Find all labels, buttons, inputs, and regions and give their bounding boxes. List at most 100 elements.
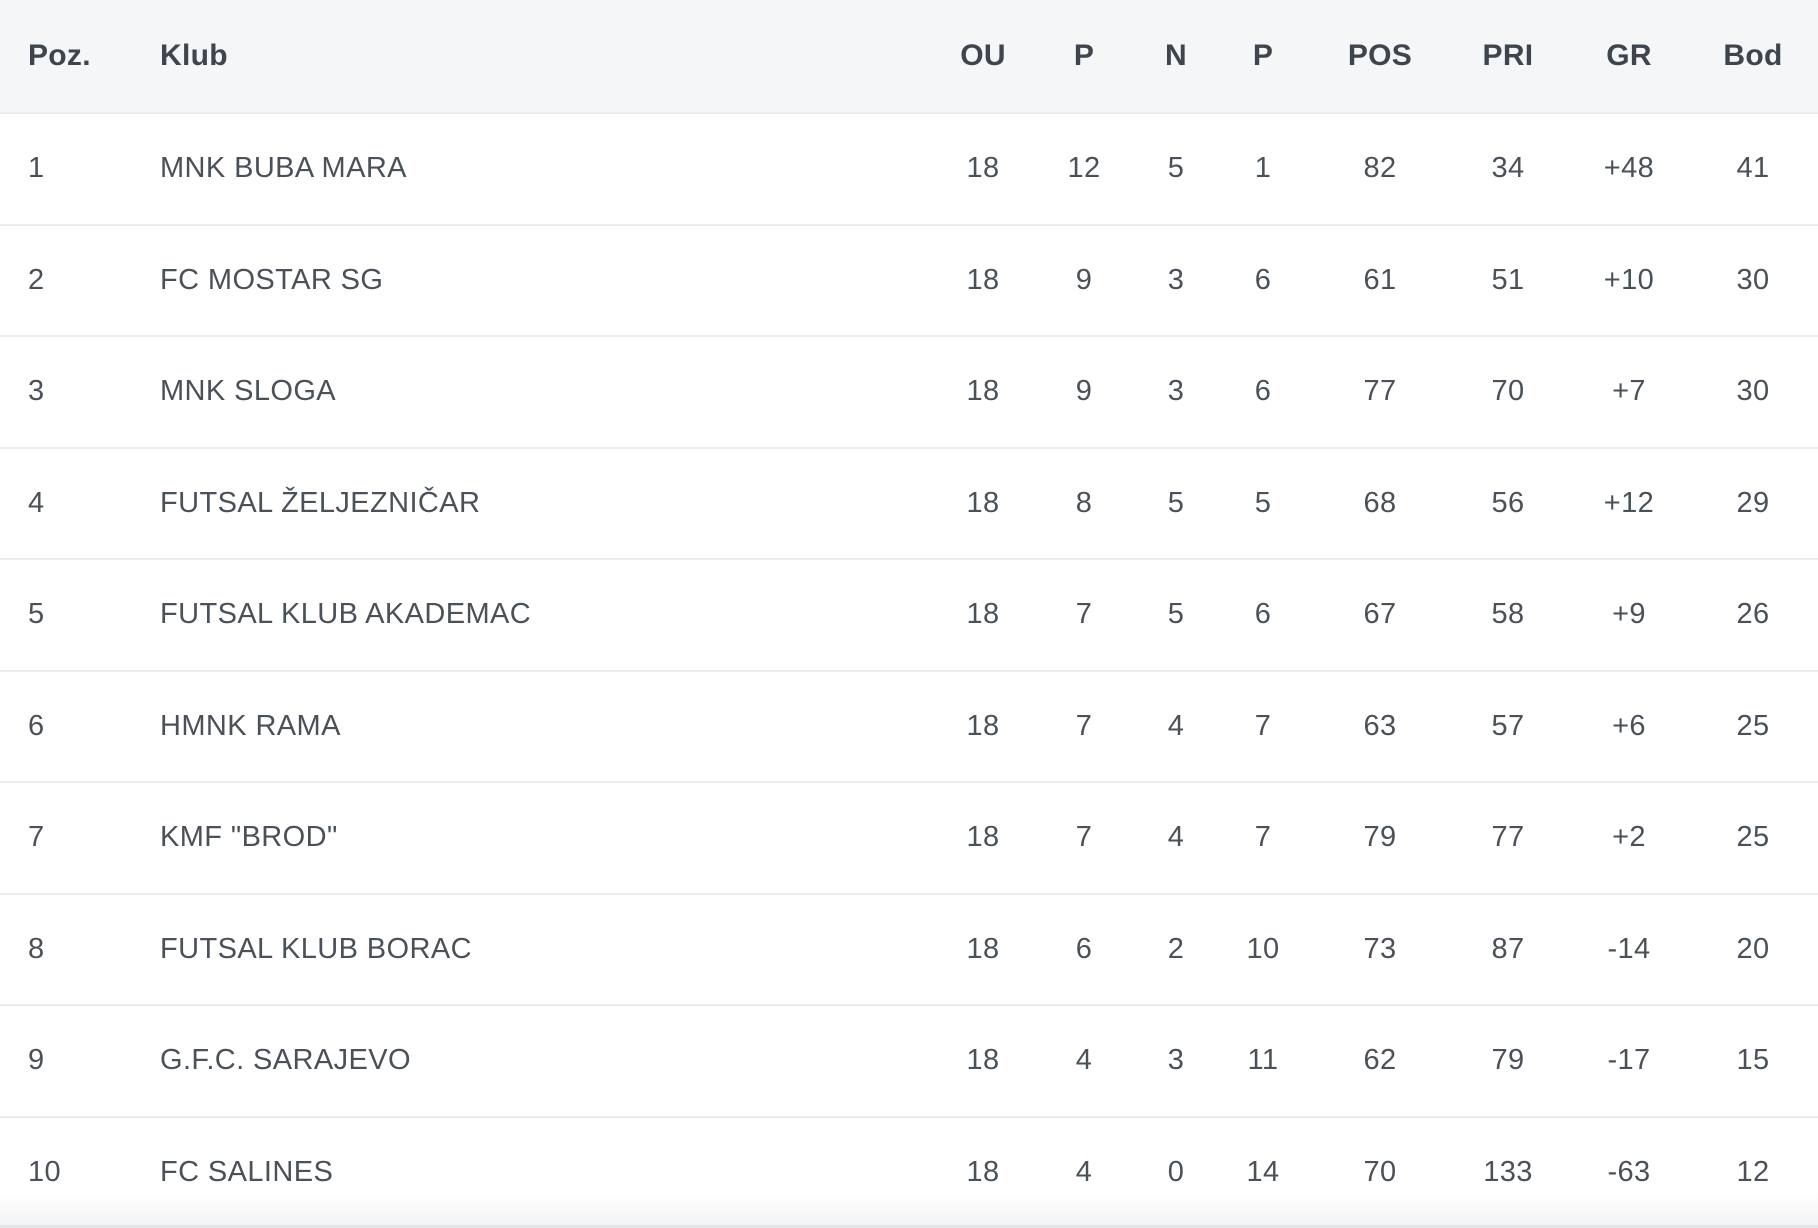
table-row: 9 G.F.C. SARAJEVO 18 4 3 11 62 79 -17 15 — [0, 1004, 1818, 1117]
cell-points: 20 — [1688, 892, 1818, 1005]
table-row: 8 FUTSAL KLUB BORAC 18 6 2 10 73 87 -14 … — [0, 892, 1818, 1005]
table-row: 5 FUTSAL KLUB AKADEMAC 18 7 5 6 67 58 +9… — [0, 558, 1818, 671]
col-header-wins: P — [1073, 39, 1095, 72]
cell-wins: 6 — [1028, 892, 1140, 1005]
col-header-draws: N — [1165, 39, 1187, 72]
cell-goals-for: 82 — [1314, 112, 1446, 225]
cell-position: 3 — [0, 335, 132, 448]
cell-wins: 12 — [1028, 112, 1140, 225]
cell-wins: 4 — [1028, 1004, 1140, 1117]
cell-goals-for: 70 — [1314, 1115, 1446, 1228]
cell-draws: 5 — [1140, 558, 1212, 671]
cell-club: FC SALINES — [132, 1115, 938, 1228]
cell-draws: 0 — [1140, 1115, 1212, 1228]
cell-goals-for: 79 — [1314, 781, 1446, 894]
cell-played: 18 — [938, 558, 1028, 671]
cell-position: 2 — [0, 223, 132, 336]
cell-points: 15 — [1688, 1004, 1818, 1117]
col-header-goals-against: PRI — [1482, 39, 1534, 72]
cell-losses: 7 — [1212, 669, 1314, 782]
cell-club: FUTSAL KLUB BORAC — [132, 892, 938, 1005]
table-row: 6 HMNK RAMA 18 7 4 7 63 57 +6 25 — [0, 669, 1818, 782]
table-row: 1 MNK BUBA MARA 18 12 5 1 82 34 +48 41 — [0, 112, 1818, 225]
table-row: 2 FC MOSTAR SG 18 9 3 6 61 51 +10 30 — [0, 223, 1818, 336]
col-header-played: OU — [960, 39, 1006, 72]
cell-goal-diff: -63 — [1570, 1115, 1688, 1228]
cell-goal-diff: +48 — [1570, 112, 1688, 225]
cell-position: 7 — [0, 781, 132, 894]
cell-wins: 7 — [1028, 558, 1140, 671]
cell-played: 18 — [938, 669, 1028, 782]
cell-position: 10 — [0, 1115, 132, 1228]
cell-goals-against: 51 — [1446, 223, 1570, 336]
cell-goals-for: 62 — [1314, 1004, 1446, 1117]
col-header-position: Poz. — [28, 39, 91, 72]
cell-position: 6 — [0, 669, 132, 782]
cell-goals-against: 87 — [1446, 892, 1570, 1005]
cell-points: 29 — [1688, 446, 1818, 559]
cell-goal-diff: +10 — [1570, 223, 1688, 336]
cell-draws: 5 — [1140, 446, 1212, 559]
cell-wins: 7 — [1028, 781, 1140, 894]
cell-wins: 8 — [1028, 446, 1140, 559]
cell-draws: 4 — [1140, 669, 1212, 782]
cell-goals-against: 34 — [1446, 112, 1570, 225]
cell-losses: 6 — [1212, 335, 1314, 448]
table-row: 4 FUTSAL ŽELJEZNIČAR 18 8 5 5 68 56 +12 … — [0, 446, 1818, 559]
cell-losses: 1 — [1212, 112, 1314, 225]
cell-club: HMNK RAMA — [132, 669, 938, 782]
cell-wins: 9 — [1028, 223, 1140, 336]
header-row: Poz. Klub OU P N P POS PRI GR Bod — [0, 0, 1818, 113]
cell-club: G.F.C. SARAJEVO — [132, 1004, 938, 1117]
table-body: 1 MNK BUBA MARA 18 12 5 1 82 34 +48 41 2… — [0, 112, 1818, 1228]
cell-club: FUTSAL KLUB AKADEMAC — [132, 558, 938, 671]
cell-wins: 4 — [1028, 1115, 1140, 1228]
cell-draws: 2 — [1140, 892, 1212, 1005]
col-header-points: Bod — [1723, 39, 1783, 72]
col-header-losses: P — [1252, 39, 1274, 72]
cell-points: 25 — [1688, 781, 1818, 894]
cell-goals-for: 63 — [1314, 669, 1446, 782]
cell-points: 25 — [1688, 669, 1818, 782]
cell-goals-against: 56 — [1446, 446, 1570, 559]
cell-draws: 3 — [1140, 335, 1212, 448]
cell-goal-diff: +6 — [1570, 669, 1688, 782]
cell-position: 4 — [0, 446, 132, 559]
cell-goals-against: 58 — [1446, 558, 1570, 671]
cell-goals-for: 68 — [1314, 446, 1446, 559]
cell-points: 12 — [1688, 1115, 1818, 1228]
cell-goal-diff: -17 — [1570, 1004, 1688, 1117]
cell-losses: 10 — [1212, 892, 1314, 1005]
cell-losses: 14 — [1212, 1115, 1314, 1228]
cell-played: 18 — [938, 781, 1028, 894]
cell-goals-against: 77 — [1446, 781, 1570, 894]
col-header-goals-for: POS — [1347, 39, 1413, 72]
cell-wins: 7 — [1028, 669, 1140, 782]
cell-club: MNK SLOGA — [132, 335, 938, 448]
cell-goal-diff: +2 — [1570, 781, 1688, 894]
cell-draws: 3 — [1140, 223, 1212, 336]
cell-goals-against: 57 — [1446, 669, 1570, 782]
cell-position: 5 — [0, 558, 132, 671]
cell-goals-for: 61 — [1314, 223, 1446, 336]
cell-goals-against: 70 — [1446, 335, 1570, 448]
bottom-divider — [0, 1225, 1818, 1228]
cell-position: 1 — [0, 112, 132, 225]
cell-points: 26 — [1688, 558, 1818, 671]
cell-goal-diff: +9 — [1570, 558, 1688, 671]
cell-played: 18 — [938, 335, 1028, 448]
cell-club: FC MOSTAR SG — [132, 223, 938, 336]
cell-losses: 7 — [1212, 781, 1314, 894]
cell-club: MNK BUBA MARA — [132, 112, 938, 225]
table-row: 3 MNK SLOGA 18 9 3 6 77 70 +7 30 — [0, 335, 1818, 448]
cell-goals-for: 67 — [1314, 558, 1446, 671]
cell-goals-for: 77 — [1314, 335, 1446, 448]
cell-played: 18 — [938, 892, 1028, 1005]
cell-points: 30 — [1688, 223, 1818, 336]
table-row: 7 KMF "BROD" 18 7 4 7 79 77 +2 25 — [0, 781, 1818, 894]
cell-losses: 11 — [1212, 1004, 1314, 1117]
cell-played: 18 — [938, 446, 1028, 559]
cell-club: FUTSAL ŽELJEZNIČAR — [132, 446, 938, 559]
